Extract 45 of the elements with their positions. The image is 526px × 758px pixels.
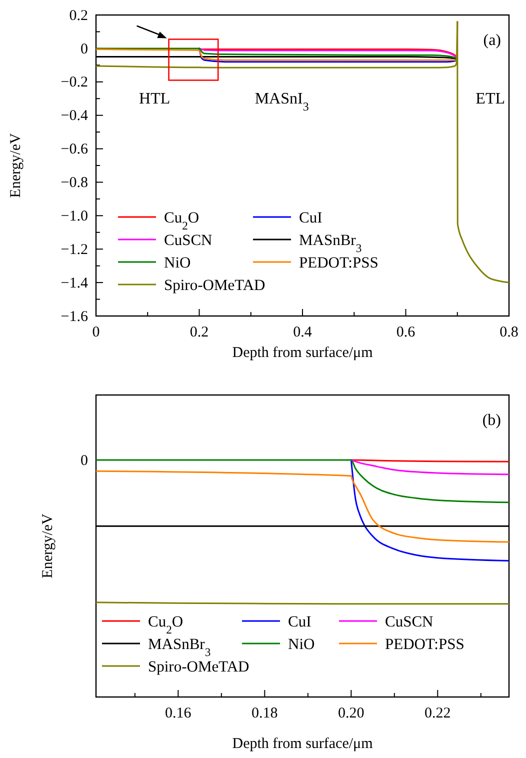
- x-tick-label: 0.20: [338, 706, 364, 722]
- legend-label: Spiro-OMeTAD: [164, 276, 266, 294]
- y-tick-label: 0: [80, 41, 88, 58]
- x-tick-label: 0.2: [190, 324, 209, 341]
- x-tick-label: 0.22: [424, 706, 451, 722]
- annotation: ETL: [476, 90, 505, 108]
- y-tick-label: −1.6: [60, 308, 88, 325]
- x-tick-label: 0.4: [293, 324, 312, 341]
- legend-label: CuI: [299, 209, 322, 226]
- annotation: (a): [483, 32, 501, 49]
- line-series: [198, 48, 458, 63]
- x-tick-label: 0: [92, 324, 100, 341]
- x-tick-label: 0.18: [252, 706, 278, 722]
- legend-label: Cu$_{2}$O: [164, 209, 200, 232]
- line-series: [96, 48, 458, 60]
- annotation: MASnI$_{3}$: [254, 90, 309, 114]
- y-tick-label: −0.2: [60, 74, 88, 91]
- x-tick-label: 0.6: [396, 324, 416, 341]
- y-tick-label: 0.2: [69, 8, 88, 24]
- x-tick-label: 0.16: [165, 706, 192, 722]
- y-tick-label: −0.4: [60, 108, 88, 124]
- y-axis-title: Energy/eV: [8, 132, 24, 198]
- legend-label: CuSCN: [164, 232, 212, 249]
- legend-label: CuI: [288, 613, 312, 630]
- y-tick-label: −0.8: [60, 175, 88, 192]
- legend-label: CuSCN: [385, 613, 434, 630]
- legend-label: MASnBr$_{3}$: [299, 232, 362, 254]
- y-tick-label: −1.4: [60, 275, 88, 292]
- legend-label: MASnBr$_{3}$: [148, 636, 211, 658]
- annotation: HTL: [139, 90, 170, 108]
- legend-label: NiO: [288, 636, 315, 653]
- legend-label: NiO: [164, 254, 191, 272]
- legend-label: Spiro-OMeTAD: [148, 658, 250, 676]
- y-tick-label: −0.6: [60, 142, 88, 158]
- line-series: [198, 48, 458, 58]
- legend-label: PEDOT:PSS: [385, 636, 464, 653]
- text: (b): [482, 412, 501, 429]
- x-axis-title: Depth from surface/μm: [232, 345, 374, 361]
- x-axis-title: Depth from surface/μm: [232, 736, 374, 752]
- y-axis-title: Energy/eV: [40, 513, 56, 578]
- y-tick-label: −1.0: [60, 208, 88, 224]
- legend-label: PEDOT:PSS: [299, 254, 378, 272]
- x-tick-label: 0.8: [500, 324, 518, 341]
- legend-label: Cu$_{2}$O: [148, 613, 184, 636]
- y-tick-label: −1.2: [60, 242, 88, 258]
